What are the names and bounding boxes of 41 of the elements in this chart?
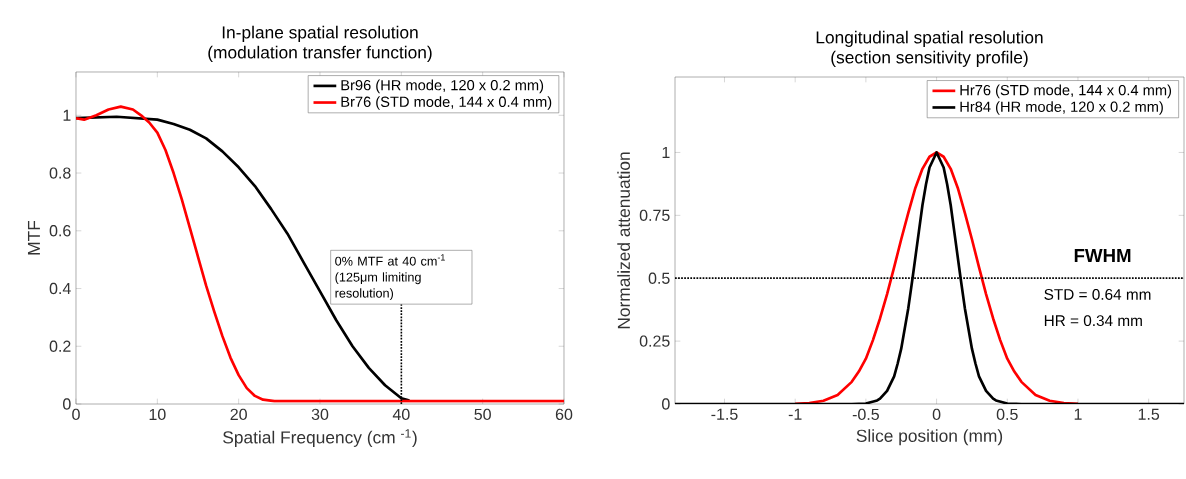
legend-label: Hr76 (STD mode, 144 x 0.4 mm) [960,84,1172,99]
x-tick-label: 1 [1074,408,1082,420]
chart-title: Longitudinal spatial resolution [816,30,1043,47]
y-tick-label: 0 [63,398,71,410]
x-tick-label: 60 [555,408,573,421]
x-tick-label: 30 [311,408,329,421]
chart-subtitle: (section sensitivity profile) [831,50,1028,67]
y-tick-label: 0.5 [648,272,670,284]
legend-label: Br96 (HR mode, 120 x 0.2 mm) [341,79,544,94]
annotation: STD = 0.64 mm [1044,289,1151,300]
x-tick-label: 0.5 [996,408,1018,421]
y-tick-label: 0.2 [49,340,71,352]
y-tick-label: 0.8 [49,167,71,179]
text: 0% MTF at 40 cm$^{-1}$ (125μm limiting resolution) [335,254,445,301]
y-tick-label: 0 [662,398,670,410]
x-axis-title: Slice position (mm) [856,429,1003,446]
y-tick-label: 0.75 [639,209,670,221]
x-tick-label: 10 [149,408,166,421]
x-tick-label: 40 [392,408,410,421]
y-tick-label: 0.25 [639,335,670,347]
x-tick-label: 50 [474,408,491,421]
x-tick-label: -0.5 [852,408,879,421]
x-axis-title: Spatial Frequency (cm $^{-1}$) [223,429,417,447]
chart-subtitle: (modulation transfer function) [208,45,432,62]
y-tick-label: 0.4 [49,282,71,295]
annotation: HR = 0.34 mm [1044,315,1142,327]
x-tick-label: 0 [932,408,941,421]
x-tick-label: 1.5 [1138,408,1160,420]
y-tick-label: 0.6 [49,225,71,237]
x-tick-label: -1 [788,408,802,420]
y-tick-label: 1 [662,146,670,158]
legend-label: Br76 (STD mode, 144 x 0.4 mm) [341,96,552,110]
x-tick-label: 20 [230,408,247,421]
x-tick-label: -1.5 [711,408,738,420]
legend-label: Hr84 (HR mode, 120 x 0.2 mm) [960,101,1163,115]
x-tick-label: 0 [72,408,80,421]
annotation: FWHM [1074,249,1131,262]
chart-title: In-plane spatial resolution [222,25,418,42]
y-axis-title: MTF [27,220,40,255]
y-tick-label: 1 [63,109,71,121]
y-axis-title: Normalized attenuation [617,152,630,329]
